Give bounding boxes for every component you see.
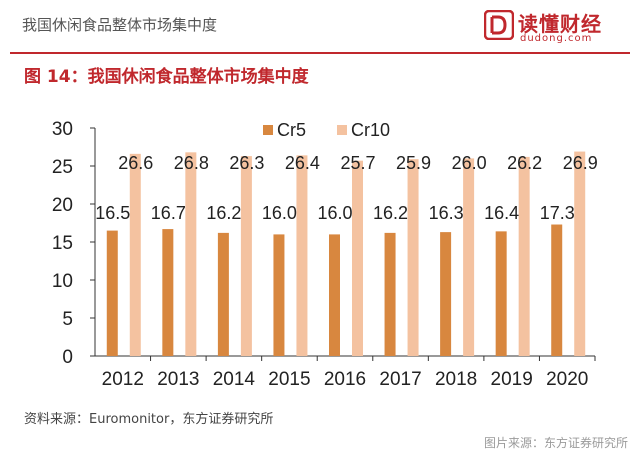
chart-axes: 0 5 10 15 20 25 30 2012 2013 2014 2015 2016 2017 2018… xyxy=(52,119,596,390)
chart-value-labels: 16.5 26.6 16.7 26.8 16.2 26.3 16.0 26.4 16.0 25.7… xyxy=(95,153,597,223)
x-tick-label: 2019 xyxy=(491,369,533,390)
x-tick-label: 2020 xyxy=(546,369,588,390)
y-tick-label: 15 xyxy=(52,233,73,254)
logo-domain: dudong.com xyxy=(520,33,593,44)
data-label-cr10: 26.0 xyxy=(452,153,487,173)
watermark-text: 图片来源：东方证券研究所 xyxy=(483,436,628,450)
data-label-cr5: 16.0 xyxy=(262,203,297,223)
bar-cr10 xyxy=(518,156,530,356)
data-label-cr10: 25.7 xyxy=(340,153,375,173)
bar-cr10 xyxy=(296,155,308,356)
source-note: 资料来源：Euromonitor，东方证券研究所 xyxy=(24,412,274,427)
y-tick-label: 25 xyxy=(52,157,73,178)
chart-bars xyxy=(106,151,586,356)
bar-cr10 xyxy=(240,156,252,356)
bar-cr10 xyxy=(185,152,197,356)
data-label-cr5: 16.2 xyxy=(373,203,408,223)
bar-cr5 xyxy=(551,224,563,356)
header-title: 我国休闲食品整体市场集中度 xyxy=(22,16,218,34)
y-tick-label: 20 xyxy=(52,195,73,216)
bar-cr10 xyxy=(407,159,419,356)
data-label-cr10: 25.9 xyxy=(396,153,431,173)
bar-cr5 xyxy=(384,232,396,356)
legend-label-cr5: Cr5 xyxy=(277,120,306,140)
y-tick-label: 30 xyxy=(52,119,73,140)
y-tick-label: 0 xyxy=(62,347,73,368)
bar-cr5 xyxy=(106,230,118,356)
bar-cr10 xyxy=(129,153,141,356)
x-tick-label: 2017 xyxy=(379,369,421,390)
logo-name: 读懂财经 xyxy=(518,12,602,36)
data-label-cr5: 16.4 xyxy=(484,203,519,223)
data-label-cr5: 16.5 xyxy=(95,203,130,223)
x-tick-label: 2013 xyxy=(157,369,199,390)
bar-cr5 xyxy=(217,232,229,356)
header-divider xyxy=(10,52,630,54)
x-tick-label: 2012 xyxy=(102,369,144,390)
data-label-cr5: 16.0 xyxy=(317,203,352,223)
bar-cr5 xyxy=(495,231,507,356)
legend-swatch-cr5 xyxy=(263,125,273,135)
data-label-cr10: 26.8 xyxy=(174,153,209,173)
data-label-cr5: 16.3 xyxy=(429,203,464,223)
bar-cr5 xyxy=(440,232,452,356)
bar-chart: 0 5 10 15 20 25 30 2012 2013 2014 2015 2016 2017 2018… xyxy=(52,119,598,390)
bar-cr10 xyxy=(574,151,586,356)
logo-mark-icon xyxy=(484,10,514,40)
data-label-cr10: 26.9 xyxy=(563,153,598,173)
x-tick-label: 2018 xyxy=(435,369,477,390)
x-tick-label: 2015 xyxy=(268,369,310,390)
figure-title: 图 14：我国休闲食品整体市场集中度 xyxy=(24,67,309,87)
data-label-cr10: 26.4 xyxy=(285,153,320,173)
y-tick-label: 10 xyxy=(52,271,73,292)
bar-cr5 xyxy=(162,229,174,356)
data-label-cr10: 26.6 xyxy=(118,153,153,173)
x-tick-label: 2016 xyxy=(324,369,366,390)
bar-cr10 xyxy=(463,158,475,356)
bar-cr10 xyxy=(352,160,363,356)
legend-label-cr10: Cr10 xyxy=(351,120,390,140)
data-label-cr10: 26.2 xyxy=(507,153,542,173)
chart-legend: Cr5 Cr10 xyxy=(263,120,390,140)
page-header: 我国休闲食品整体市场集中度 读懂财经 dudong.com xyxy=(0,0,640,48)
data-label-cr5: 16.2 xyxy=(206,203,241,223)
bar-cr5 xyxy=(273,234,285,356)
bar-cr5 xyxy=(329,234,340,356)
legend-swatch-cr10 xyxy=(337,125,347,135)
data-label-cr5: 17.3 xyxy=(540,203,575,223)
x-tick-label: 2014 xyxy=(213,369,256,390)
data-label-cr10: 26.3 xyxy=(229,153,264,173)
data-label-cr5: 16.7 xyxy=(151,203,186,223)
y-tick-label: 5 xyxy=(62,309,73,330)
brand-logo[interactable]: 读懂财经 dudong.com xyxy=(484,8,614,46)
